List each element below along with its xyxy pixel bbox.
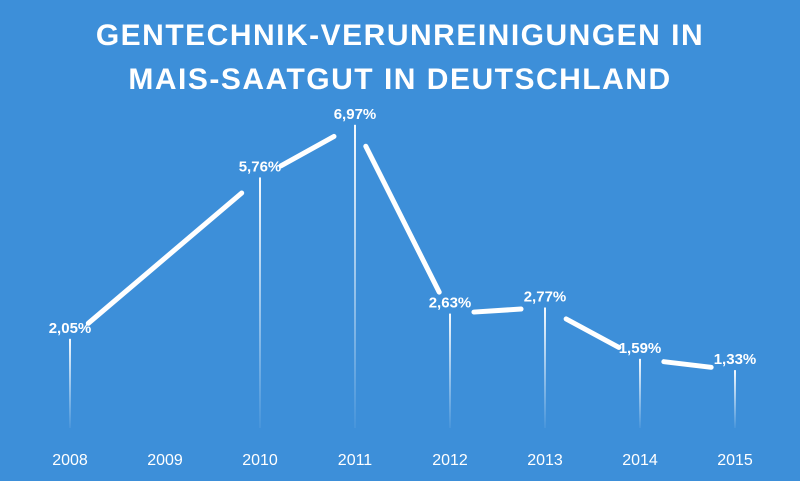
series-line-2008-2010 [85, 190, 245, 326]
series-line-2014-2015 [661, 359, 714, 370]
data-label-2013: 2,77% [524, 289, 567, 306]
x-tick-label-2008: 2008 [52, 452, 88, 469]
x-tick-label-2013: 2013 [527, 452, 563, 469]
data-label-2014: 1,59% [619, 340, 662, 357]
data-label-2015: 1,33% [714, 351, 757, 368]
chart-title: GENTECHNIK-VERUNREINIGUNGEN IN MAIS-SAAT… [0, 14, 800, 102]
series-line-2013-2014 [563, 316, 622, 350]
x-tick-label-2015: 2015 [717, 452, 753, 469]
drop-line-2013 [544, 307, 546, 428]
x-tick-label-2011: 2011 [338, 452, 373, 469]
chart-title-line-2: MAIS-SAATGUT IN DEUTSCHLAND [128, 63, 672, 96]
drop-line-2008 [69, 338, 71, 428]
x-tick-label-2009: 2009 [147, 452, 183, 469]
chart-title-line-1: GENTECHNIK-VERUNREINIGUNGEN IN [95, 19, 705, 52]
drop-line-2010 [259, 177, 261, 428]
data-label-2008: 2,05% [49, 320, 92, 337]
drop-line-2014 [639, 358, 641, 428]
x-tick-label-2010: 2010 [242, 452, 278, 469]
data-label-2011: 6,97% [334, 106, 377, 123]
data-label-2010: 5,76% [239, 158, 282, 175]
series-line-2010-2011 [278, 133, 337, 169]
drop-line-2011 [354, 124, 356, 429]
drop-line-2012 [449, 313, 451, 428]
x-tick-label-2012: 2012 [432, 452, 468, 469]
x-tick-label-2014: 2014 [622, 452, 658, 469]
data-label-2012: 2,63% [429, 295, 472, 312]
series-line-2012-2013 [471, 306, 524, 315]
drop-line-2015 [734, 370, 736, 428]
series-line-2011-2012 [363, 143, 442, 295]
